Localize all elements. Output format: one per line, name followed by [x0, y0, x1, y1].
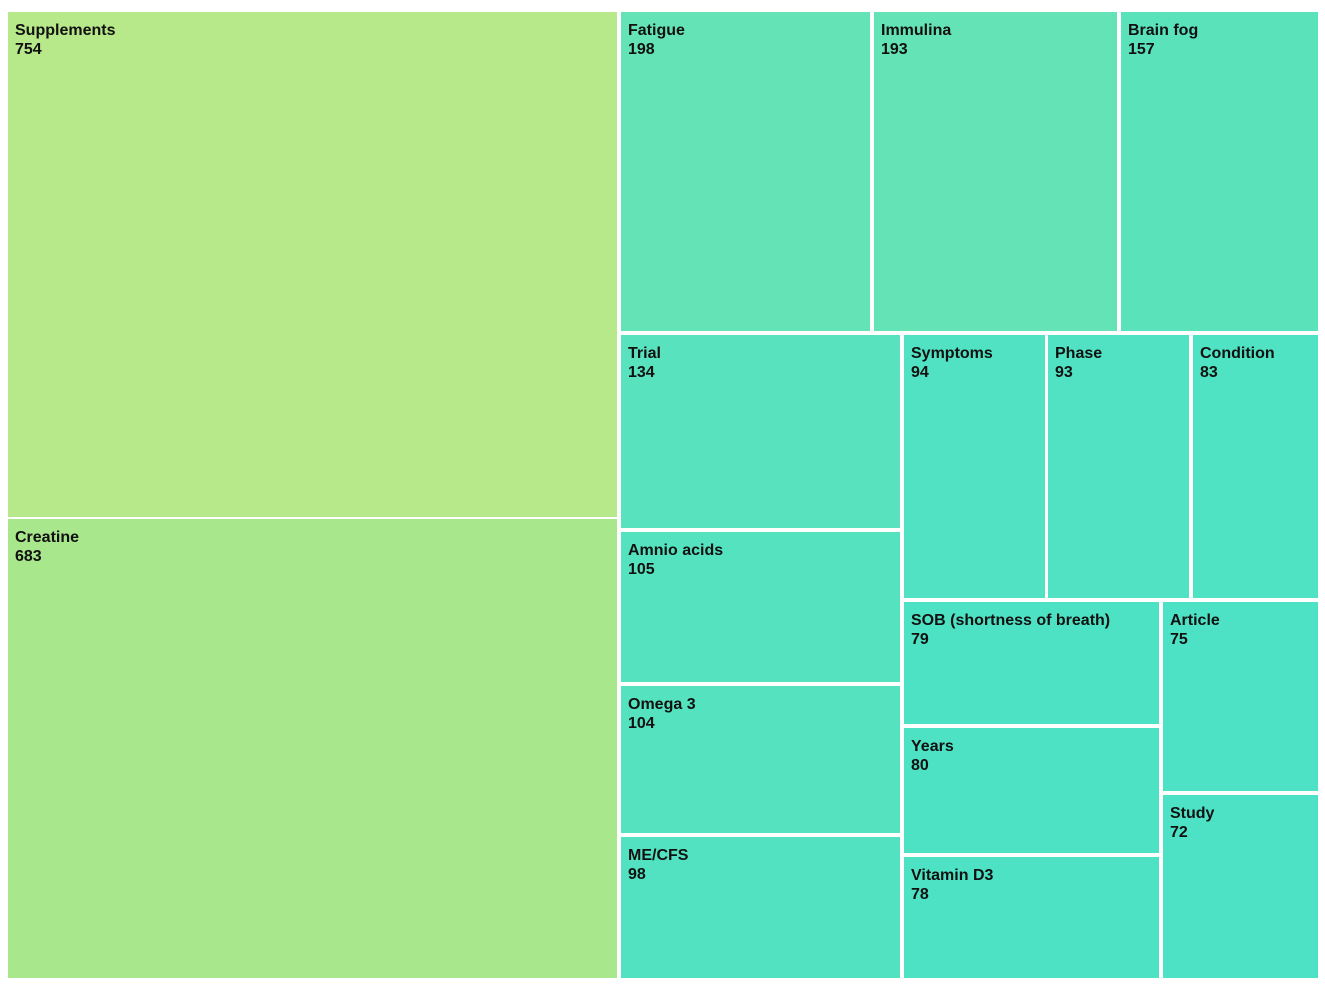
treemap-tile-years: Years 80 [904, 728, 1159, 853]
tile-label: Phase [1055, 345, 1103, 362]
tile-value: 78 [911, 886, 929, 903]
treemap-tile-trial: Trial 134 [621, 335, 900, 528]
tile-label: Amnio acids [628, 542, 724, 559]
tile-value: 72 [1170, 824, 1188, 841]
tile-label: Fatigue [628, 22, 685, 39]
tile-label: Supplements [15, 22, 116, 39]
tile-label: Symptoms [911, 345, 993, 362]
treemap-tile-fatigue: Fatigue 198 [621, 12, 870, 331]
tile-value: 83 [1200, 364, 1218, 381]
tile-value: 93 [1055, 364, 1073, 381]
tile-label: SOB (shortness of breath) [911, 612, 1111, 629]
tile-label: Omega 3 [628, 696, 696, 713]
tile-value: 683 [15, 548, 42, 565]
tile-label: Years [911, 738, 954, 755]
treemap-tile-brain-fog: Brain fog 157 [1121, 12, 1318, 331]
treemap-tile-condition: Condition 83 [1193, 335, 1318, 598]
tile-value: 80 [911, 757, 929, 774]
tile-label: Article [1170, 612, 1220, 629]
tile-value: 134 [628, 364, 655, 381]
tile-label: Trial [628, 345, 661, 362]
tile-label: ME/CFS [628, 847, 689, 864]
tile-value: 75 [1170, 631, 1188, 648]
tile-value: 198 [628, 41, 655, 58]
tile-value: 193 [881, 41, 908, 58]
tile-value: 79 [911, 631, 929, 648]
tile-label: Study [1170, 805, 1215, 822]
treemap-tile-study: Study 72 [1163, 795, 1318, 978]
tile-label: Condition [1200, 345, 1275, 362]
tile-value: 157 [1128, 41, 1155, 58]
tile-value: 94 [911, 364, 929, 381]
treemap-tile-me-cfs: ME/CFS 98 [621, 837, 900, 978]
treemap-tile-omega-3: Omega 3 104 [621, 686, 900, 833]
tile-label: Creatine [15, 529, 80, 546]
treemap-tile-article: Article 75 [1163, 602, 1318, 791]
treemap-tile-vitamin-d3: Vitamin D3 78 [904, 857, 1159, 978]
tile-value: 104 [628, 715, 655, 732]
tile-value: 754 [15, 41, 42, 58]
treemap-tile-phase: Phase 93 [1048, 335, 1189, 598]
tile-label: Brain fog [1128, 22, 1199, 39]
tile-label: Vitamin D3 [911, 867, 994, 884]
treemap-tile-immulina: Immulina 193 [874, 12, 1117, 331]
tile-value: 105 [628, 561, 655, 578]
tile-label: Immulina [881, 22, 952, 39]
treemap-tile-creatine: Creatine 683 [8, 519, 617, 978]
treemap-tile-supplements: Supplements 754 [8, 12, 617, 517]
tile-value: 98 [628, 866, 646, 883]
treemap-tile-symptoms: Symptoms 94 [904, 335, 1045, 598]
treemap-tile-amnio-acids: Amnio acids 105 [621, 532, 900, 682]
treemap-tile-sob-shortness-of-breath: SOB (shortness of breath) 79 [904, 602, 1159, 724]
